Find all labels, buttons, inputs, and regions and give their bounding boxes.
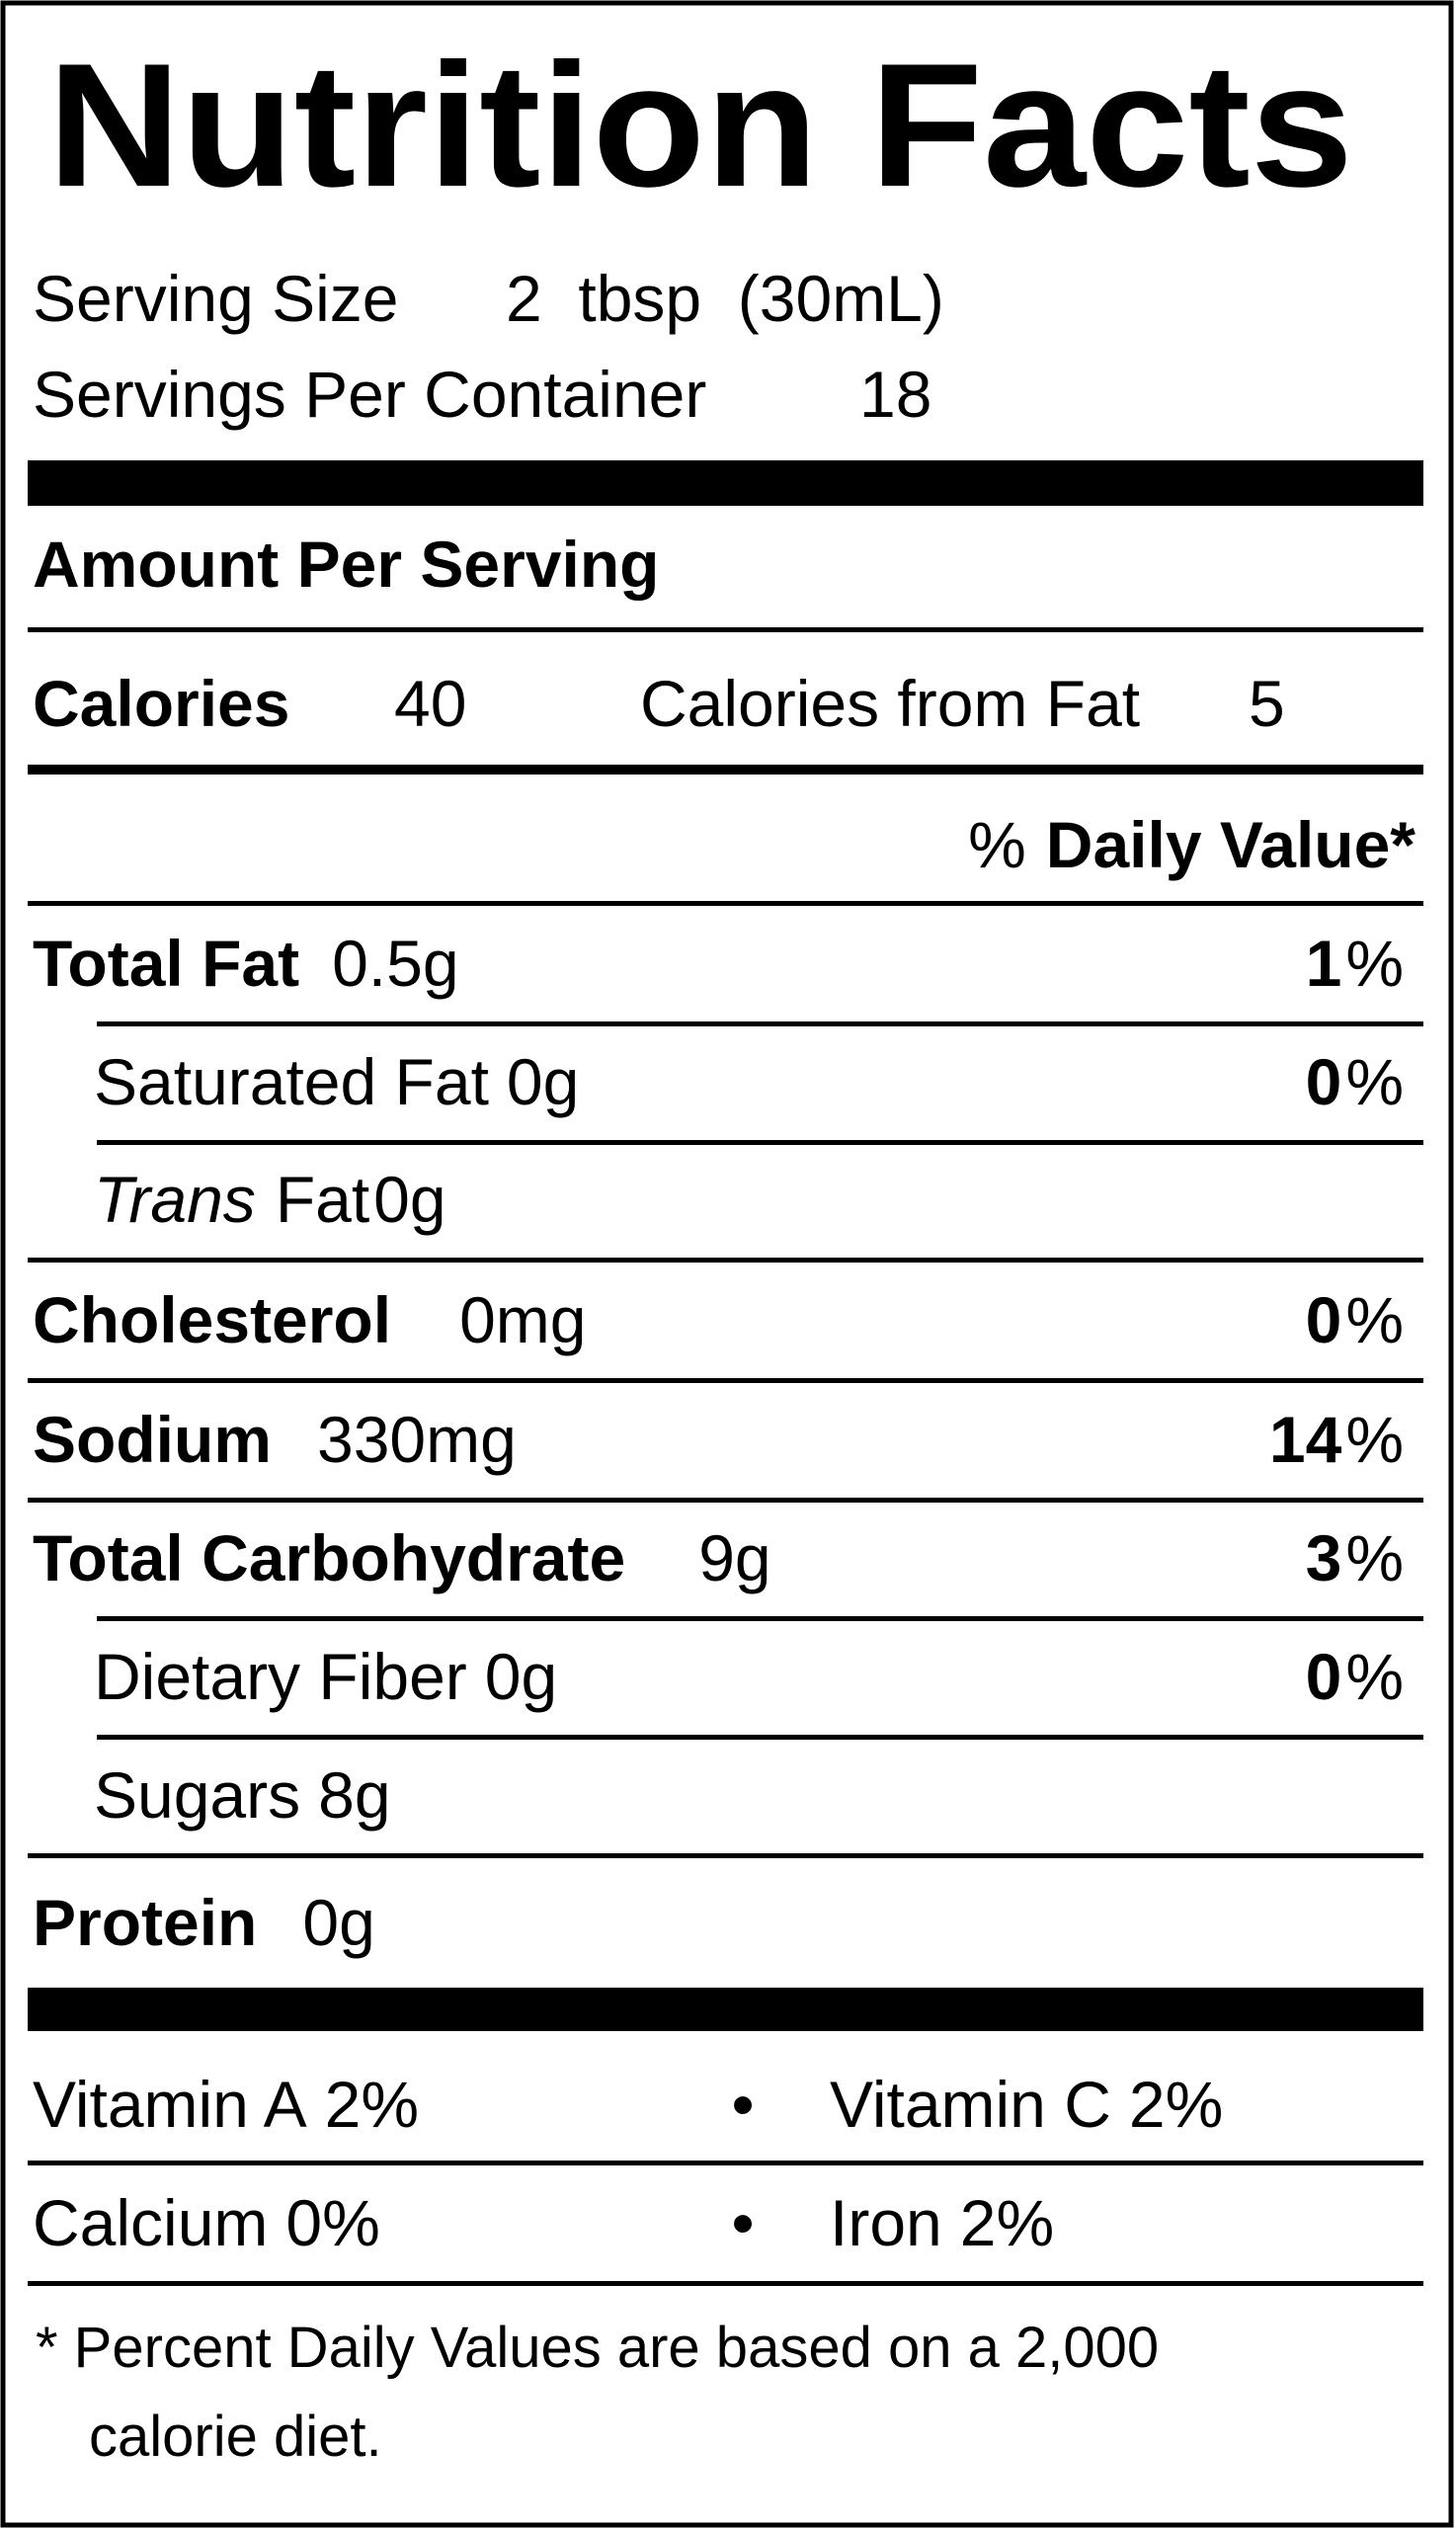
nutrient-label: Protein	[33, 1886, 257, 1959]
daily-value-number: 0	[1306, 1640, 1342, 1713]
nutrient-row: Sugars 8g	[94, 1758, 391, 1832]
daily-value: 3%	[1306, 1521, 1404, 1594]
separator: •	[731, 2186, 754, 2259]
nutrient-row: Total Fat 0.5g	[33, 927, 459, 1000]
daily-value-label: Daily Value*	[1046, 808, 1416, 881]
serving-size-label: Serving Size	[33, 262, 399, 335]
daily-value-unit: %	[1345, 1521, 1404, 1594]
daily-value-unit: %	[1345, 1045, 1404, 1118]
nutrient-amount: 9g	[698, 1521, 770, 1594]
daily-value-unit: %	[1345, 927, 1404, 1000]
daily-value: 14%	[1269, 1403, 1404, 1476]
calories-label: Calories	[33, 667, 289, 740]
calories-fat-value: 5	[1249, 667, 1285, 740]
footnote-line: * Percent Daily Values are based on a 2,…	[36, 2316, 1159, 2380]
daily-value-unit: %	[1345, 1640, 1404, 1713]
nutrient-amount: 0g	[373, 1163, 445, 1236]
nutrient-amount: 0g	[485, 1640, 557, 1713]
nutrient-label: Total Fat	[33, 927, 299, 1000]
vitamin-name: Vitamin A	[33, 2068, 307, 2141]
thick-rule	[28, 460, 1423, 506]
daily-value: 0%	[1306, 1283, 1404, 1356]
daily-value-header: % Daily Value*	[968, 808, 1416, 881]
daily-value-unit: %	[1345, 1283, 1404, 1356]
nutrient-amount: 8g	[318, 1758, 390, 1832]
vitamin-entry: Vitamin C 2%	[830, 2068, 1223, 2141]
nutrient-amount: 0mg	[459, 1283, 586, 1356]
rule	[28, 2281, 1423, 2286]
nutrient-label: Total Carbohydrate	[33, 1521, 625, 1594]
vitamin-entry: Iron 2%	[830, 2186, 1054, 2259]
vitamin-entry: Vitamin A 2%	[33, 2068, 419, 2141]
nutrient-row: Sodium 330mg	[33, 1403, 517, 1476]
rule	[97, 1735, 1423, 1740]
label-title: Nutrition Facts	[47, 27, 1353, 223]
vitamin-value: 2%	[1129, 2068, 1223, 2141]
nutrient-row: Protein 0g	[33, 1886, 375, 1959]
rule	[28, 901, 1423, 906]
rule	[97, 1140, 1423, 1145]
rule	[97, 1616, 1423, 1621]
rule	[28, 1258, 1423, 1263]
medium-rule	[28, 765, 1423, 775]
nutrient-label: Sugars	[94, 1758, 300, 1832]
rule	[97, 1021, 1423, 1026]
vitamin-entry: Calcium 0%	[33, 2186, 380, 2259]
rule	[28, 1498, 1423, 1503]
nutrient-amount: 0g	[302, 1886, 374, 1959]
daily-value: 1%	[1306, 927, 1404, 1000]
daily-value-number: 0	[1306, 1045, 1342, 1118]
calories-value: 40	[394, 667, 466, 740]
nutrient-label: Fat	[276, 1163, 369, 1236]
daily-value-unit: %	[1345, 1403, 1404, 1476]
nutrient-row: Saturated Fat 0g	[94, 1045, 579, 1118]
rule	[28, 1378, 1423, 1383]
nutrient-amount: 0.5g	[332, 927, 458, 1000]
amount-per-serving: Amount Per Serving	[33, 528, 659, 601]
footnote-line: calorie diet.	[89, 2405, 382, 2469]
daily-value-number: 3	[1306, 1521, 1342, 1594]
daily-value-number: 1	[1306, 927, 1342, 1000]
daily-value-number: 14	[1269, 1403, 1342, 1476]
vitamin-name: Calcium	[33, 2186, 268, 2259]
nutrient-amount: 0g	[507, 1045, 579, 1118]
nutrient-amount: 330mg	[317, 1403, 517, 1476]
nutrient-row: Cholesterol 0mg	[33, 1283, 586, 1356]
daily-value: 0%	[1306, 1640, 1404, 1713]
rule	[28, 627, 1423, 632]
nutrient-label: Cholesterol	[33, 1283, 391, 1356]
nutrient-row: Trans Fat0g	[94, 1163, 446, 1236]
nutrient-label: Dietary Fiber	[94, 1640, 467, 1713]
nutrient-label-italic: Trans	[94, 1163, 256, 1236]
vitamin-value: 2%	[325, 2068, 419, 2141]
nutrient-row: Dietary Fiber 0g	[94, 1640, 557, 1713]
thick-rule	[28, 1988, 1423, 2031]
separator: •	[731, 2068, 754, 2141]
vitamin-name: Vitamin C	[830, 2068, 1111, 2141]
serving-size-value: 2 tbsp (30mL)	[506, 262, 944, 335]
nutrient-row: Total Carbohydrate 9g	[33, 1521, 771, 1594]
daily-value-number: 0	[1306, 1283, 1342, 1356]
rule	[28, 1853, 1423, 1858]
percent-symbol: %	[968, 808, 1026, 881]
vitamin-value: 0%	[285, 2186, 379, 2259]
daily-value: 0%	[1306, 1045, 1404, 1118]
nutrient-label: Saturated Fat	[94, 1045, 489, 1118]
vitamin-value: 2%	[960, 2186, 1054, 2259]
calories-fat-label: Calories from Fat	[640, 667, 1140, 740]
rule	[28, 2161, 1423, 2165]
servings-value: 18	[859, 358, 931, 431]
vitamin-name: Iron	[830, 2186, 942, 2259]
servings-label: Servings Per Container	[33, 358, 706, 431]
nutrient-label: Sodium	[33, 1403, 272, 1476]
